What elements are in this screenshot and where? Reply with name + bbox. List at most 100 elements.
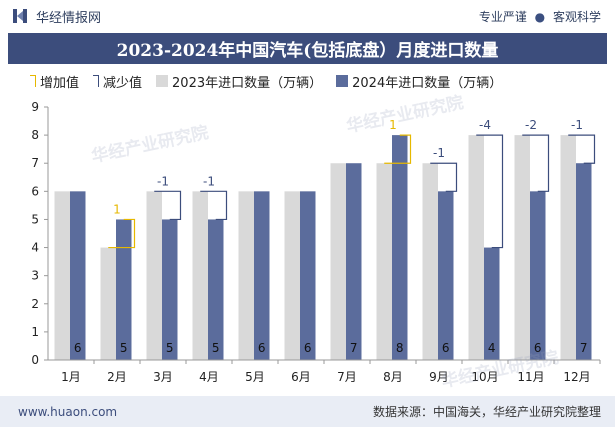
legend-label-increase: 增加值 (40, 75, 80, 91)
legend-swatch-increase (30, 75, 36, 87)
decrease-label: -1 (157, 174, 169, 188)
data-label-2024: 5 (212, 341, 220, 355)
bar-2023 (100, 247, 116, 360)
bar-2023 (468, 135, 484, 360)
legend-item-decrease: 减少值 (93, 72, 142, 91)
bar-2023 (238, 191, 254, 360)
top-bar: 华经情报网 专业严谨 ● 客观科学 (0, 0, 615, 32)
chart-title-bar: 2023-2024年中国汽车(包括底盘）月度进口数量 (8, 33, 607, 64)
legend-swatch-2024 (336, 75, 349, 87)
x-tick-label: 5月 (245, 370, 265, 384)
data-label-2024: 6 (74, 341, 82, 355)
y-tick-label: 1 (31, 325, 39, 339)
y-tick-label: 4 (31, 241, 39, 255)
data-label-2024: 7 (350, 341, 358, 355)
decrease-connector (200, 190, 228, 221)
legend-item-increase: 增加值 (30, 72, 79, 91)
data-label-2024: 5 (120, 341, 128, 355)
decrease-connector (476, 134, 504, 249)
legend-swatch-decrease (93, 75, 100, 87)
legend-label-2023: 2023年进口数量（万辆） (172, 75, 323, 91)
y-tick-label: 3 (31, 269, 39, 283)
slogan-left: 专业严谨 (478, 9, 527, 24)
data-label-2024: 6 (534, 341, 542, 355)
y-tick-label: 7 (31, 156, 39, 170)
bar-2023 (284, 191, 300, 360)
x-tick-label: 4月 (199, 370, 219, 384)
axis-layer: 0 1 2 3 4 5 6 7 8 9 (31, 100, 601, 367)
decrease-label: -1 (433, 146, 445, 160)
x-tick-label: 10月 (471, 370, 498, 384)
bar-2023 (192, 191, 208, 360)
bar-2024 (438, 191, 454, 360)
y-tick-label: 0 (31, 353, 39, 367)
bar-2024 (346, 163, 362, 360)
data-label-2024: 5 (166, 341, 174, 355)
increase-connector (108, 218, 136, 249)
decrease-connector (430, 162, 458, 192)
data-label-2024: 7 (580, 341, 588, 355)
bar-2023 (54, 191, 70, 360)
slogan: 专业严谨 ● 客观科学 (479, 8, 601, 25)
x-tick-label: 6月 (291, 370, 311, 384)
data-label-2024: 4 (488, 341, 496, 355)
bar-2023 (146, 191, 162, 360)
y-tick-label: 5 (31, 212, 39, 226)
legend-swatch-2023 (156, 75, 169, 87)
bar-2024 (162, 219, 178, 360)
x-tick-label: 3月 (153, 370, 173, 384)
decrease-connector (154, 190, 182, 221)
y-tick-label: 2 (31, 297, 39, 311)
labels-layer: 1月 6 2月 5 1 3月 5 -1 4月 5 -1 5月 6 6月 6 7月 7 8月 8 1 9月 6 -1 10月 4 -… (61, 118, 590, 384)
bar-2024 (530, 191, 546, 360)
legend-label-2024: 2024年进口数量（万辆） (352, 75, 503, 91)
x-tick-label: 11月 (517, 370, 544, 384)
brand-logo-icon (13, 9, 27, 23)
x-tick-label: 1月 (61, 370, 81, 384)
data-label-2024: 6 (442, 341, 450, 355)
decrease-label: -1 (571, 118, 583, 132)
bar-2024 (300, 191, 316, 360)
bar-2024 (576, 163, 592, 360)
bar-2024 (254, 191, 270, 360)
bar-2023 (422, 163, 438, 360)
decrease-label: -2 (525, 118, 537, 132)
data-source: 数据来源：中国海关，华经产业研究院整理 (372, 405, 601, 419)
bar-2023 (330, 163, 346, 360)
chart-legend: 增加值 减少值 2023年进口数量（万辆） 2024年进口数量（万辆） (30, 69, 516, 93)
chart-title: 2023-2024年中国汽车(包括底盘）月度进口数量 (116, 41, 499, 61)
bar-2024 (208, 219, 224, 360)
legend-label-decrease: 减少值 (103, 75, 143, 91)
decrease-connector (522, 134, 550, 192)
decrease-label: -4 (479, 118, 491, 132)
x-tick-label: 2月 (107, 370, 127, 384)
bar-2024 (70, 191, 86, 360)
bar-2024 (484, 247, 500, 360)
brand-name: 华经情报网 (36, 10, 102, 26)
increase-label: 1 (113, 202, 121, 216)
y-tick-label: 9 (31, 100, 39, 114)
bar-2023 (376, 163, 392, 360)
bars-layer (54, 134, 596, 360)
bar-2024 (392, 135, 408, 360)
x-tick-label: 12月 (563, 370, 590, 384)
data-label-2024: 8 (396, 341, 404, 355)
y-tick-label: 8 (31, 128, 39, 142)
decrease-connector (568, 134, 596, 164)
x-tick-label: 8月 (383, 370, 403, 384)
increase-label: 1 (389, 118, 397, 132)
legend-item-2024: 2024年进口数量（万辆） (336, 72, 502, 91)
bar-chart: 0 1 2 3 4 5 6 7 8 9 1月 6 2月 5 1 3月 5 -1 4月 5 -1 5月 6 6月 6 7月 7 8月 8… (31, 100, 601, 384)
bar-2023 (514, 135, 530, 360)
x-tick-label: 9月 (429, 370, 449, 384)
footer-url: www.huaon.com (18, 404, 118, 419)
decrease-label: -1 (203, 174, 215, 188)
footer: www.huaon.com 数据来源：中国海关，华经产业研究院整理 (0, 396, 615, 427)
x-tick-label: 7月 (337, 370, 357, 384)
y-tick-label: 6 (31, 184, 39, 198)
data-label-2024: 6 (304, 341, 312, 355)
slogan-separator: ● (534, 9, 546, 24)
slogan-right: 客观科学 (552, 9, 601, 24)
bar-2023 (560, 135, 576, 360)
data-label-2024: 6 (258, 341, 266, 355)
